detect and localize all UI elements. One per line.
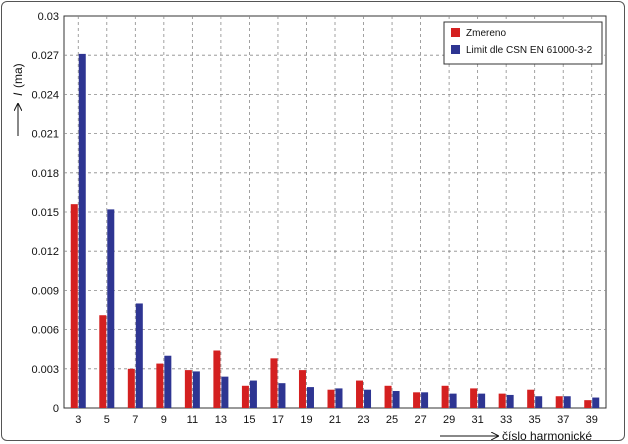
x-tick-label: 19 — [300, 414, 312, 426]
x-tick-label: 11 — [187, 414, 198, 426]
x-tick-label: 21 — [329, 414, 341, 426]
bar-limit — [563, 396, 571, 408]
y-axis-symbol: I — [11, 92, 25, 96]
legend-box — [443, 21, 603, 65]
bar-limit — [107, 209, 115, 408]
y-tick-label: 0.018 — [31, 168, 59, 180]
x-tick-label: 17 — [272, 414, 284, 426]
bar-limit — [592, 397, 600, 408]
bar-limit — [306, 387, 314, 408]
y-tick-label: 0.009 — [31, 285, 59, 297]
bar-zmereno — [413, 392, 421, 408]
y-tick-label: 0.006 — [31, 325, 59, 337]
bar-zmereno — [584, 400, 592, 408]
bar-zmereno — [213, 350, 221, 408]
bar-zmereno — [527, 389, 535, 408]
bar-limit — [335, 388, 343, 408]
bar-limit — [449, 393, 457, 408]
bar-zmereno — [356, 380, 364, 408]
legend-label-zmereno: Zmereno — [466, 28, 506, 39]
legend-label-limit: Limit dle CSN EN 61000-3-2 — [466, 45, 593, 56]
bar-zmereno — [127, 368, 135, 408]
bar-limit — [221, 376, 229, 408]
x-tick-label: 33 — [500, 414, 512, 426]
bar-zmereno — [498, 393, 506, 408]
y-tick-label: 0.03 — [38, 11, 59, 23]
bar-zmereno — [241, 385, 249, 408]
x-tick-label: 7 — [132, 414, 138, 426]
bar-limit — [249, 380, 257, 408]
x-tick-label: 23 — [357, 414, 369, 426]
x-axis-label: číslo harmonické — [440, 429, 592, 443]
y-tick-label: 0.024 — [31, 89, 59, 101]
bar-zmereno — [327, 389, 335, 408]
bars-group — [70, 53, 600, 408]
legend: Zmereno Limit dle CSN EN 61000-3-2 — [443, 21, 603, 65]
bar-limit — [164, 355, 172, 408]
y-tick-labels: 0 0.003 0.006 0.009 0.012 0.015 0.018 0.021 0.02… — [31, 11, 59, 415]
x-tick-label: 27 — [414, 414, 426, 426]
legend-swatch-limit — [451, 45, 460, 54]
y-tick-label: 0.027 — [31, 50, 59, 62]
y-tick-label: 0.012 — [31, 246, 59, 258]
bar-limit — [192, 371, 200, 408]
x-tick-label: 37 — [557, 414, 569, 426]
bar-zmereno — [298, 370, 306, 408]
y-tick-label: 0.003 — [31, 364, 59, 376]
bar-zmereno — [70, 204, 78, 408]
bar-limit — [535, 396, 543, 408]
x-tick-label: 35 — [529, 414, 541, 426]
x-tick-label: 15 — [243, 414, 255, 426]
bar-zmereno — [184, 370, 192, 408]
x-tick-label: 39 — [586, 414, 598, 426]
x-tick-label: 31 — [472, 414, 484, 426]
y-axis-unit: (ma) — [11, 63, 25, 88]
x-tick-label: 5 — [104, 414, 110, 426]
y-tick-label: 0.021 — [31, 129, 59, 141]
bar-limit — [278, 383, 286, 408]
bar-zmereno — [99, 315, 107, 408]
bar-limit — [478, 393, 486, 408]
bar-zmereno — [441, 385, 449, 408]
y-tick-label: 0 — [53, 403, 59, 415]
x-tick-label: 9 — [161, 414, 167, 426]
bar-limit — [135, 303, 143, 408]
x-tick-label: 3 — [75, 414, 81, 426]
x-tick-label: 29 — [443, 414, 455, 426]
bar-limit — [364, 389, 372, 408]
bar-limit — [392, 391, 400, 408]
x-axis-title: číslo harmonické — [502, 429, 592, 443]
bar-zmereno — [270, 358, 278, 408]
bar-zmereno — [156, 363, 164, 408]
bar-limit — [506, 394, 514, 408]
bar-zmereno — [555, 396, 563, 408]
legend-swatch-zmereno — [451, 28, 460, 37]
y-tick-label: 0.015 — [31, 207, 59, 219]
x-tick-labels: 3 5 7 9 11 13 15 17 19 21 23 25 27 29 31 33 35 37 39 — [75, 414, 598, 426]
bar-limit — [421, 392, 429, 408]
x-tick-label: 25 — [386, 414, 398, 426]
bar-zmereno — [470, 388, 478, 408]
y-axis-label: I (ma) — [11, 63, 25, 136]
x-tick-label: 13 — [215, 414, 227, 426]
bar-zmereno — [384, 385, 392, 408]
bar-limit — [78, 53, 86, 408]
